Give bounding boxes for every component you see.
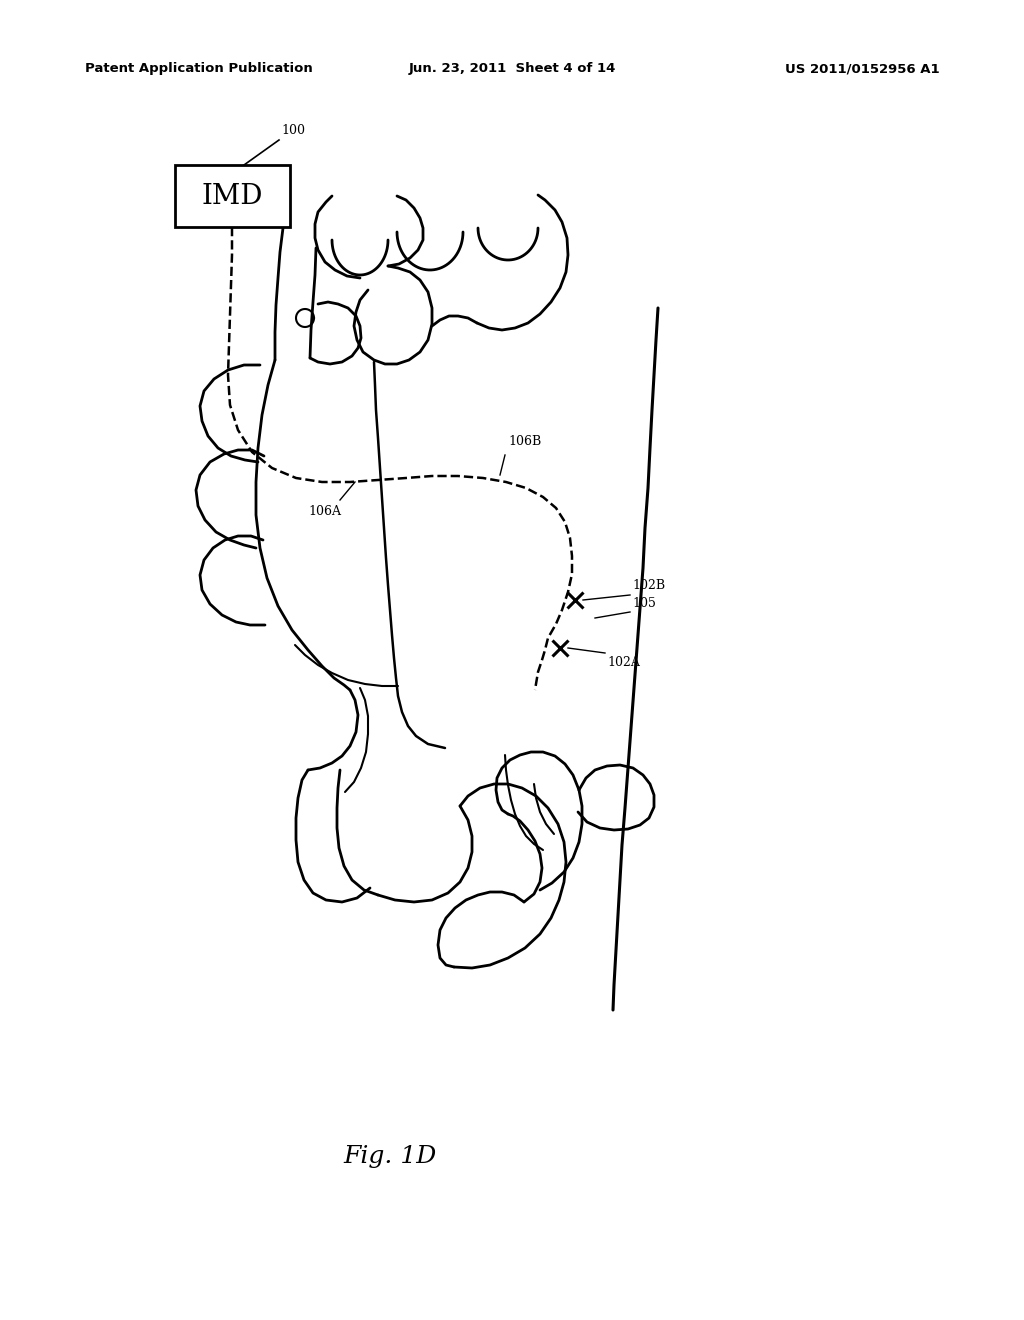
Text: Patent Application Publication: Patent Application Publication (85, 62, 312, 75)
Text: IMD: IMD (202, 182, 263, 210)
Text: US 2011/0152956 A1: US 2011/0152956 A1 (785, 62, 940, 75)
Text: 102B: 102B (632, 579, 666, 591)
Text: Jun. 23, 2011  Sheet 4 of 14: Jun. 23, 2011 Sheet 4 of 14 (409, 62, 615, 75)
Text: 100: 100 (281, 124, 305, 137)
Text: 106B: 106B (508, 436, 542, 447)
Text: 105: 105 (632, 597, 656, 610)
Text: 106A: 106A (308, 506, 341, 517)
Bar (175, 165, 290, 227)
Text: 102A: 102A (607, 656, 640, 669)
Text: Fig. 1D: Fig. 1D (343, 1144, 436, 1168)
